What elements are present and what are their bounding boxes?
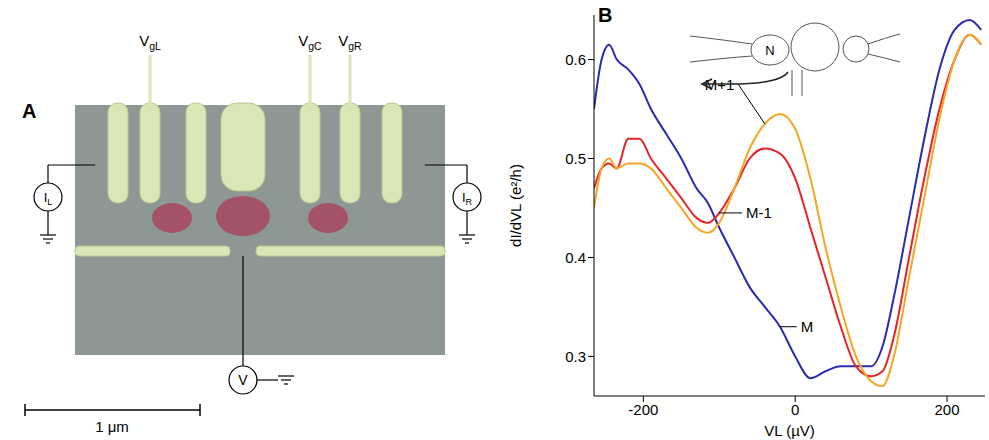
svg-text:dI/dVL (e²/h): dI/dVL (e²/h) — [507, 164, 524, 247]
svg-text:IR: IR — [462, 190, 473, 207]
svg-text:VL (µV): VL (µV) — [764, 422, 815, 439]
svg-text:M-1: M-1 — [746, 204, 772, 221]
svg-text:1 μm: 1 μm — [95, 418, 129, 435]
svg-text:M+1: M+1 — [705, 76, 735, 93]
svg-text:IL: IL — [44, 190, 53, 207]
svg-text:200: 200 — [935, 401, 960, 418]
svg-text:0: 0 — [791, 401, 799, 418]
svg-text:N: N — [765, 43, 774, 58]
svg-text:VgL: VgL — [139, 32, 161, 52]
svg-text:0.3: 0.3 — [565, 348, 586, 365]
svg-text:VgR: VgR — [338, 32, 362, 52]
svg-text:M: M — [801, 318, 814, 335]
svg-text:0.6: 0.6 — [565, 51, 586, 68]
svg-text:0.5: 0.5 — [565, 150, 586, 167]
svg-text:A: A — [22, 100, 36, 122]
svg-text:B: B — [598, 4, 612, 26]
svg-text:VgC: VgC — [298, 32, 322, 52]
svg-text:V: V — [238, 372, 248, 388]
svg-text:0.4: 0.4 — [565, 249, 586, 266]
svg-text:-200: -200 — [628, 401, 658, 418]
